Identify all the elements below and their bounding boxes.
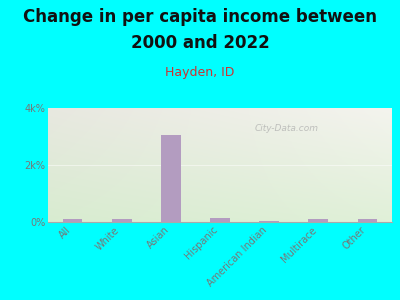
Bar (63, 219, 82, 222)
Text: City-Data.com: City-Data.com (254, 124, 318, 133)
Bar (161, 135, 181, 222)
Bar (210, 218, 230, 222)
Text: Change in per capita income between: Change in per capita income between (23, 8, 377, 26)
Text: 2000 and 2022: 2000 and 2022 (131, 34, 269, 52)
Bar (259, 221, 279, 222)
Text: Hayden, ID: Hayden, ID (165, 66, 235, 79)
Bar (308, 219, 328, 222)
Bar (112, 219, 132, 222)
Bar (358, 219, 377, 222)
